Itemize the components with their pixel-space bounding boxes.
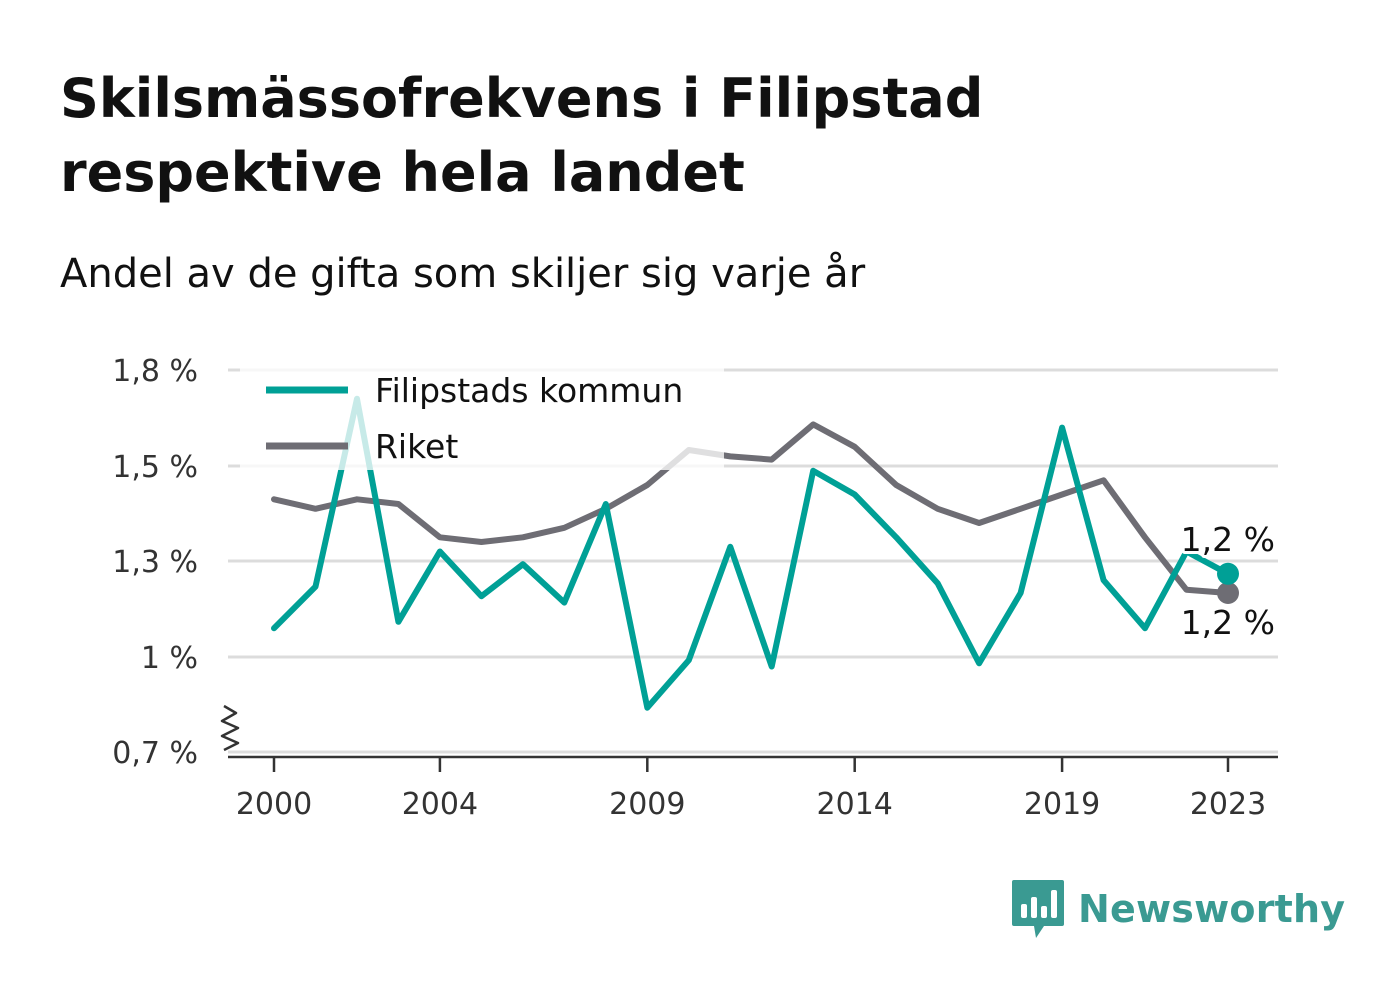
series-end-label: 1,2 % <box>1181 603 1275 642</box>
x-tick-label: 2023 <box>1190 787 1266 822</box>
x-tick-label: 2014 <box>817 787 893 822</box>
newsworthy-logo: Newsworthy <box>1010 878 1345 940</box>
series-end-point-0 <box>1217 562 1239 585</box>
x-axis: 2000 2004 2009 2014 2019 2023 <box>220 704 1278 822</box>
y-axis-ticks: 0,7 % 1 % 1,3 % 1,5 % 1,8 % <box>112 354 198 771</box>
chart-title: Skilsmässofrekvens i Filipstad respektiv… <box>60 67 984 204</box>
legend-label: Filipstads kommun <box>375 371 683 410</box>
legend: Filipstads kommun Riket <box>240 362 724 470</box>
brand-name: Newsworthy <box>1078 887 1346 931</box>
chart-subtitle: Andel av de gifta som skiljer sig varje … <box>60 251 866 297</box>
x-tick-label: 2009 <box>609 787 685 822</box>
series-end-point-1 <box>1217 582 1239 604</box>
x-tick-label: 2000 <box>236 787 312 822</box>
series-lines <box>271 395 1239 711</box>
y-tick-label: 1,8 % <box>112 354 198 389</box>
legend-label: Riket <box>375 427 458 466</box>
series-end-label: 1,2 % <box>1181 520 1275 559</box>
series-line-1 <box>271 421 1231 596</box>
legend-background <box>240 362 724 470</box>
series-line-0 <box>271 395 1231 711</box>
y-tick-label: 1 % <box>141 641 198 676</box>
x-tick-label: 2019 <box>1024 787 1100 822</box>
end-labels: 1,2 % 1,2 % <box>1178 517 1278 645</box>
newsworthy-logo-icon <box>1012 880 1064 938</box>
y-tick-label: 0,7 % <box>112 736 198 771</box>
y-tick-label: 1,5 % <box>112 450 198 485</box>
axis-break-icon <box>220 704 240 752</box>
x-tick-label: 2004 <box>402 787 478 822</box>
y-tick-label: 1,3 % <box>112 545 198 580</box>
